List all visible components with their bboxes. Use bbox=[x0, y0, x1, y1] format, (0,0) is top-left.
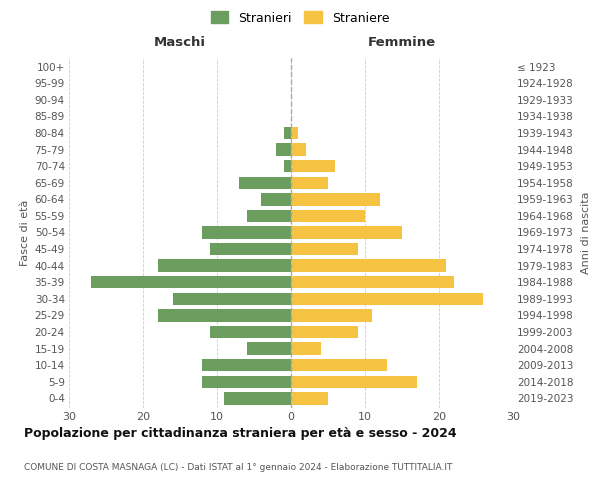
Bar bbox=[224, 392, 291, 404]
Bar bbox=[202, 359, 291, 372]
Bar bbox=[158, 260, 291, 272]
Bar bbox=[291, 376, 417, 388]
Bar bbox=[291, 326, 358, 338]
Bar bbox=[209, 243, 291, 256]
Bar bbox=[291, 127, 298, 139]
Legend: Stranieri, Straniere: Stranieri, Straniere bbox=[208, 8, 392, 27]
Bar bbox=[291, 144, 306, 156]
Bar bbox=[291, 359, 387, 372]
Bar bbox=[247, 342, 291, 355]
Bar bbox=[262, 193, 291, 205]
Bar bbox=[284, 160, 291, 172]
Bar bbox=[276, 144, 291, 156]
Bar bbox=[291, 392, 328, 404]
Bar bbox=[291, 193, 380, 205]
Bar bbox=[239, 176, 291, 189]
Y-axis label: Fasce di età: Fasce di età bbox=[20, 200, 31, 266]
Bar bbox=[291, 226, 402, 238]
Bar bbox=[291, 210, 365, 222]
Y-axis label: Anni di nascita: Anni di nascita bbox=[581, 191, 591, 274]
Bar bbox=[158, 309, 291, 322]
Text: COMUNE DI COSTA MASNAGA (LC) - Dati ISTAT al 1° gennaio 2024 - Elaborazione TUTT: COMUNE DI COSTA MASNAGA (LC) - Dati ISTA… bbox=[24, 462, 452, 471]
Text: Femmine: Femmine bbox=[368, 36, 436, 49]
Bar bbox=[291, 243, 358, 256]
Bar bbox=[247, 210, 291, 222]
Bar bbox=[173, 292, 291, 305]
Bar bbox=[291, 260, 446, 272]
Bar bbox=[291, 176, 328, 189]
Bar bbox=[291, 292, 484, 305]
Bar bbox=[202, 226, 291, 238]
Bar bbox=[291, 342, 320, 355]
Bar bbox=[291, 276, 454, 288]
Bar bbox=[284, 127, 291, 139]
Bar bbox=[91, 276, 291, 288]
Bar bbox=[202, 376, 291, 388]
Bar bbox=[291, 309, 373, 322]
Bar bbox=[291, 160, 335, 172]
Text: Maschi: Maschi bbox=[154, 36, 206, 49]
Text: Popolazione per cittadinanza straniera per età e sesso - 2024: Popolazione per cittadinanza straniera p… bbox=[24, 428, 457, 440]
Bar bbox=[209, 326, 291, 338]
